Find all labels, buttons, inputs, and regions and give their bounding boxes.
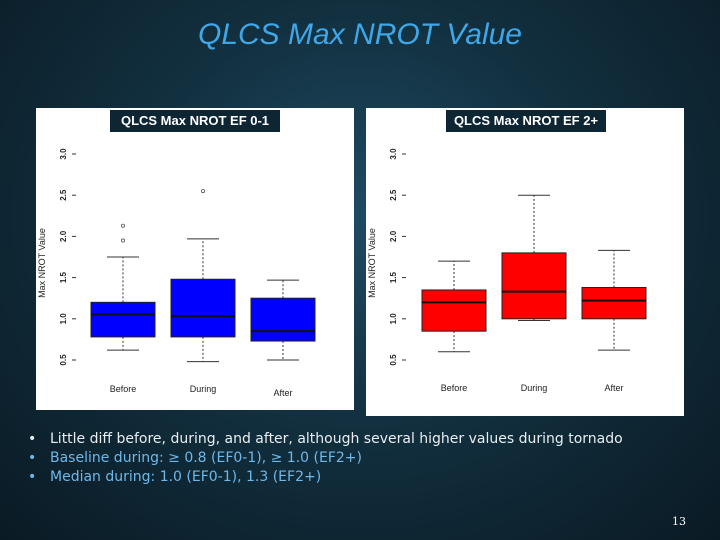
bullet-item: • Median during: 1.0 (EF0-1), 1.3 (EF2+) bbox=[28, 468, 708, 487]
box-during bbox=[501, 194, 567, 321]
outlier-point bbox=[121, 223, 126, 228]
y-tick-label: 1.5 bbox=[59, 271, 68, 283]
bullet-text: Median during: 1.0 (EF0-1), 1.3 (EF2+) bbox=[50, 469, 322, 485]
page-number: 13 bbox=[672, 515, 686, 528]
y-tick-label: 3.0 bbox=[389, 148, 398, 160]
x-category-label: During bbox=[521, 383, 548, 393]
box-before bbox=[90, 223, 156, 351]
chart-panel-ef01: 0.5 1.0 1.5 2.0 2.5 3.0 Max NROT Value Before Du… bbox=[36, 108, 354, 410]
box-before bbox=[421, 260, 487, 353]
iqr-box bbox=[581, 286, 647, 320]
y-tick-label: 2.0 bbox=[59, 230, 68, 242]
y-tick-label: 0.5 bbox=[389, 354, 398, 366]
iqr-box bbox=[501, 252, 567, 320]
bullet-text: Little diff before, during, and after, a… bbox=[50, 431, 623, 447]
outlier-point bbox=[121, 238, 126, 243]
x-category-label: After bbox=[273, 388, 292, 398]
bullet-text: Baseline during: ≥ 0.8 (EF0-1), ≥ 1.0 (E… bbox=[50, 450, 362, 466]
y-tick-label: 2.5 bbox=[59, 189, 68, 201]
x-category-label: Before bbox=[110, 384, 137, 394]
box-after bbox=[581, 249, 647, 351]
box-during bbox=[170, 189, 236, 363]
box-after bbox=[250, 279, 316, 361]
bullet-marker: • bbox=[28, 469, 37, 485]
y-axis-label: Max NROT Value bbox=[37, 228, 47, 298]
boxplot-ef01: 0.5 1.0 1.5 2.0 2.5 3.0 Max NROT Value Before Du… bbox=[37, 148, 316, 398]
chart-panel-ef2: 0.5 1.0 1.5 2.0 2.5 3.0 Max NROT Value Before Du… bbox=[366, 108, 684, 416]
y-tick-label: 1.0 bbox=[59, 313, 68, 325]
y-tick-label: 0.5 bbox=[59, 354, 68, 366]
iqr-box bbox=[170, 278, 236, 338]
bullet-item: • Baseline during: ≥ 0.8 (EF0-1), ≥ 1.0 … bbox=[28, 449, 708, 468]
iqr-box bbox=[250, 297, 316, 342]
x-category-label: During bbox=[190, 384, 217, 394]
y-tick-label: 1.0 bbox=[389, 313, 398, 325]
iqr-box bbox=[421, 289, 487, 332]
chart-title-ef2: QLCS Max NROT EF 2+ bbox=[446, 110, 606, 132]
iqr-box bbox=[90, 301, 156, 338]
bullet-list: • Little diff before, during, and after,… bbox=[28, 430, 708, 487]
bullet-marker: • bbox=[28, 450, 37, 466]
bullet-marker: • bbox=[28, 431, 37, 447]
boxplot-ef2: 0.5 1.0 1.5 2.0 2.5 3.0 Max NROT Value Before Du… bbox=[367, 148, 647, 393]
y-axis-label: Max NROT Value bbox=[367, 228, 377, 298]
y-tick-label: 2.0 bbox=[389, 230, 398, 242]
y-tick-label: 2.5 bbox=[389, 189, 398, 201]
slide-title: QLCS Max NROT Value bbox=[198, 18, 522, 51]
outlier-point bbox=[200, 189, 205, 194]
y-tick-label: 3.0 bbox=[59, 148, 68, 160]
x-category-label: Before bbox=[441, 383, 468, 393]
chart-title-ef01: QLCS Max NROT EF 0-1 bbox=[110, 110, 280, 132]
bullet-item: • Little diff before, during, and after,… bbox=[28, 430, 708, 449]
y-tick-label: 1.5 bbox=[389, 271, 398, 283]
x-category-label: After bbox=[604, 383, 623, 393]
